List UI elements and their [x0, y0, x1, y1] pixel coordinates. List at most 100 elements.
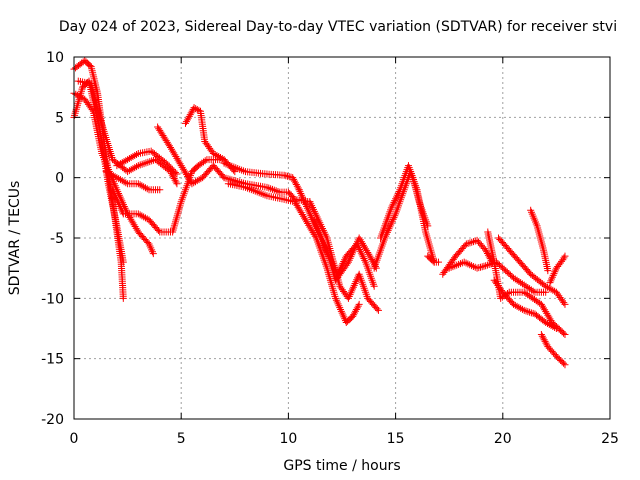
data-point: [524, 308, 532, 316]
data-point: [74, 91, 82, 99]
data-point: [133, 163, 141, 171]
data-point: [520, 281, 528, 289]
data-point: [483, 261, 491, 269]
data-point: [495, 261, 503, 269]
series-track-24: [495, 234, 569, 308]
data-point: [116, 160, 124, 168]
data-point: [529, 309, 537, 317]
data-point: [128, 217, 136, 225]
data-point: [178, 163, 186, 171]
series-track-26: [527, 206, 552, 275]
data-point: [499, 264, 507, 272]
data-point: [297, 209, 305, 217]
y-tick-label: 5: [55, 110, 64, 126]
data-point: [131, 164, 139, 172]
data-point: [302, 216, 310, 224]
data-point: [515, 277, 523, 285]
data-point: [389, 200, 397, 208]
data-point: [424, 222, 432, 230]
data-point: [304, 220, 312, 228]
data-point: [548, 273, 556, 281]
data-point: [131, 152, 139, 160]
data-point: [476, 240, 484, 248]
data-point: [127, 166, 135, 174]
data-point: [551, 323, 559, 331]
series-track-12: [220, 159, 303, 194]
data-point: [546, 279, 554, 287]
data-point: [547, 277, 555, 285]
data-point: [171, 168, 179, 176]
data-point: [544, 343, 552, 351]
series-track-5: [109, 186, 174, 236]
series-track-23: [484, 228, 569, 339]
data-point: [209, 150, 217, 158]
data-point: [361, 243, 369, 251]
data-point: [394, 189, 402, 197]
data-point: [471, 237, 479, 245]
data-point: [181, 169, 189, 177]
data-point: [113, 162, 121, 170]
y-tick-label: -20: [41, 412, 64, 428]
data-point: [547, 346, 555, 354]
data-point: [190, 179, 198, 187]
data-point: [183, 171, 191, 179]
data-point: [473, 236, 481, 244]
data-point: [113, 174, 121, 182]
data-point: [122, 179, 130, 187]
y-tick-label: 0: [55, 171, 64, 187]
data-point: [364, 248, 372, 256]
data-point: [543, 309, 551, 317]
data-point: [545, 320, 553, 328]
data-point: [527, 286, 535, 294]
data-point: [544, 311, 552, 319]
data-point: [358, 239, 366, 247]
data-point: [340, 258, 348, 266]
data-point: [230, 176, 238, 184]
data-point: [213, 152, 221, 160]
data-point: [291, 198, 299, 206]
data-point: [131, 223, 139, 231]
data-point: [141, 184, 149, 192]
data-point: [118, 177, 126, 185]
data-point: [167, 164, 175, 172]
data-point: [215, 153, 223, 161]
data-point: [359, 241, 367, 249]
data-point: [518, 305, 526, 313]
data-point: [526, 308, 534, 316]
data-point: [464, 239, 472, 247]
data-point: [134, 210, 142, 218]
data-point: [173, 180, 181, 188]
data-point: [468, 238, 476, 246]
data-point: [177, 162, 185, 170]
data-point: [388, 202, 396, 210]
data-point: [75, 92, 83, 100]
data-point: [218, 155, 226, 163]
data-point: [543, 319, 551, 327]
series-track-10: [181, 104, 228, 164]
data-point: [173, 170, 181, 178]
data-point: [370, 282, 378, 290]
data-point: [360, 255, 368, 263]
data-point: [547, 285, 555, 293]
data-point: [551, 351, 559, 359]
data-point: [355, 300, 363, 308]
data-point: [517, 304, 525, 312]
data-point: [502, 267, 510, 275]
data-series: [70, 57, 569, 369]
data-point: [475, 238, 483, 246]
data-point: [292, 200, 300, 208]
data-point: [542, 282, 550, 290]
data-point: [129, 153, 137, 161]
data-point: [506, 271, 514, 279]
data-point: [526, 285, 534, 293]
data-point: [191, 178, 199, 186]
data-point: [392, 195, 400, 203]
data-point: [175, 158, 183, 166]
data-point: [363, 247, 371, 255]
y-tick-label: -15: [41, 352, 64, 368]
data-point: [540, 304, 548, 312]
data-point: [549, 271, 557, 279]
data-point: [173, 154, 181, 162]
data-point: [122, 157, 130, 165]
